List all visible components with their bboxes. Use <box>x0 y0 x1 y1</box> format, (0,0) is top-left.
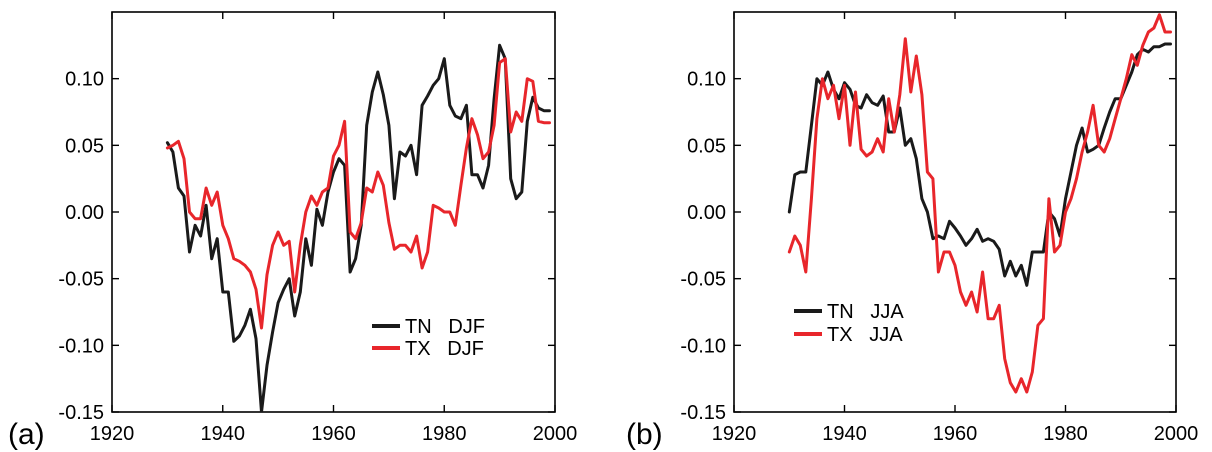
x-tick-label: 2000 <box>1154 423 1199 445</box>
panel-label: (b) <box>626 418 663 451</box>
series-line-tn <box>165 43 551 412</box>
legend-label-tx: TX DJF <box>405 338 484 360</box>
plot-frame <box>111 11 556 413</box>
x-tick-label: 1980 <box>1043 423 1088 445</box>
legend-label-tx: TX JJA <box>827 324 903 346</box>
x-tick-label: 1940 <box>201 423 246 445</box>
y-tick-label: 0.05 <box>65 135 104 157</box>
y-tick-label: -0.15 <box>58 402 104 424</box>
y-tick-label: 0.00 <box>687 202 726 224</box>
x-tick-label: 1960 <box>311 423 356 445</box>
y-tick-label: 0.10 <box>65 69 104 91</box>
series-line-tn <box>787 42 1172 287</box>
series-line-tx <box>787 13 1172 394</box>
series-line-tx <box>165 57 551 330</box>
panel-label: (a) <box>8 418 45 451</box>
y-tick-label: 0.00 <box>65 202 104 224</box>
x-tick-label: 1960 <box>933 423 978 445</box>
plot-frame <box>733 11 1177 413</box>
x-tick-label: 1920 <box>90 423 135 445</box>
y-tick-label: -0.05 <box>680 269 726 291</box>
y-tick-label: -0.10 <box>58 335 104 357</box>
legend-label-tn: TN JJA <box>827 301 904 323</box>
y-tick-label: -0.05 <box>58 269 104 291</box>
x-tick-label: 1980 <box>422 423 467 445</box>
x-tick-label: 1920 <box>712 423 757 445</box>
panel-b: -0.15 -0.10 -0.05 0.00 0.05 0.10 1920 1940 1960 1… <box>626 11 1199 451</box>
y-tick-label: -0.10 <box>680 335 726 357</box>
y-tick-label: -0.15 <box>680 402 726 424</box>
x-tick-label: 1940 <box>822 423 867 445</box>
y-tick-label: 0.05 <box>687 135 726 157</box>
legend-label-tn: TN DJF <box>405 316 485 338</box>
x-tick-label: 2000 <box>533 423 578 445</box>
y-tick-label: 0.10 <box>687 69 726 91</box>
panel-a: -0.15 -0.10 -0.05 0.00 0.05 0.10 1920 1940 1960 1… <box>8 11 578 451</box>
